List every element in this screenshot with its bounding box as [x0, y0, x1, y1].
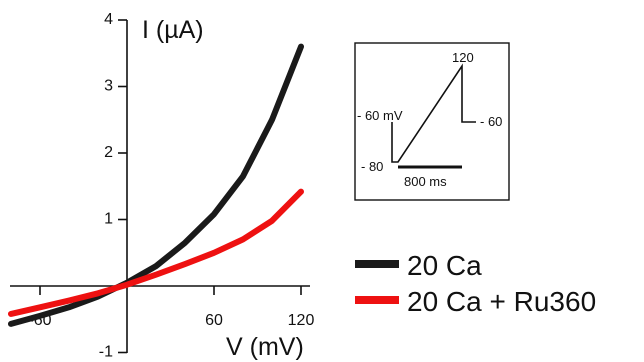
inset-step-label: - 80 [361, 159, 383, 174]
y-axis-ticks: 4 3 2 1 -1 [99, 11, 127, 361]
series-line-1 [8, 188, 304, 317]
legend-label-20-ca: 20 Ca [407, 250, 482, 281]
y-axis-label: I (µA) [142, 16, 204, 44]
legend: 20 Ca 20 Ca + Ru360 [355, 250, 596, 317]
series-layer [8, 43, 304, 327]
protocol-trace [391, 63, 476, 163]
y-tick-label: 4 [104, 11, 113, 28]
plot-axes [10, 20, 310, 353]
legend-swatch-20-ca-ru360 [355, 296, 399, 304]
x-tick-label: 120 [288, 312, 315, 329]
x-axis-label: V (mV) [226, 333, 304, 361]
inset-holding-label: - 60 mV [357, 108, 403, 123]
series-line-0 [8, 43, 304, 327]
y-tick-label: 3 [104, 78, 113, 95]
legend-swatch-20-ca [355, 260, 399, 268]
y-tick-label: 2 [104, 144, 113, 161]
protocol-inset: 120 - 60 mV - 60 - 80 800 ms [354, 42, 510, 201]
y-tick-label: -1 [99, 344, 113, 361]
inset-frame [354, 42, 510, 201]
x-tick-label: 60 [205, 312, 223, 329]
y-tick-label: 1 [104, 211, 113, 228]
legend-label-20-ca-ru360: 20 Ca + Ru360 [407, 286, 596, 317]
inset-duration-label: 800 ms [404, 174, 447, 189]
inset-end-label: - 60 [480, 114, 502, 129]
inset-peak-label: 120 [452, 50, 474, 65]
